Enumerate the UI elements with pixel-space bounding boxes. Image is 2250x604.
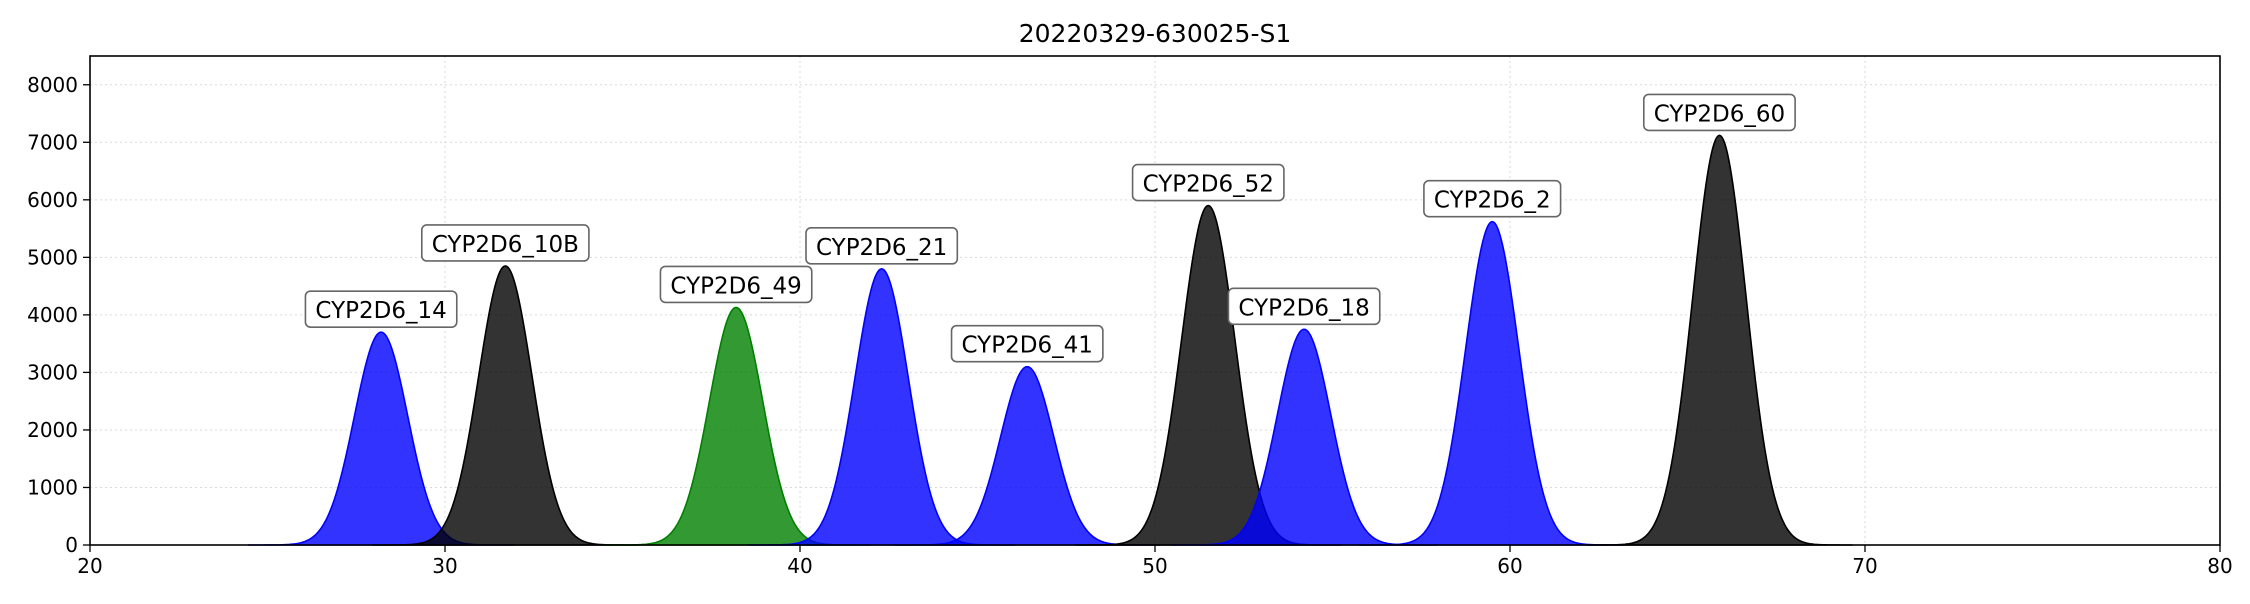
peak-label-box [659,265,813,304]
peak-label-box [1423,179,1562,218]
y-tick-label: 3000 [27,360,78,384]
peak-label: CYP2D6_10B [420,224,590,262]
y-tick-label: 2000 [27,418,78,442]
x-tick-label: 50 [1142,554,1167,578]
y-tick-label: 6000 [27,188,78,212]
y-tick-label: 4000 [27,303,78,327]
peak-label-box [1131,163,1285,202]
peak-cyp2d6-2 [1359,220,1626,546]
peak-label-box [1227,287,1381,326]
peak-label-box [420,224,590,262]
peak-label: CYP2D6_41 [950,324,1104,363]
y-tick-label: 8000 [27,73,78,97]
peak-label: CYP2D6_60 [1642,93,1796,132]
x-tick-label: 80 [2207,554,2232,578]
peak-label-text: CYP2D6_10B [432,232,579,258]
y-tick-label: 5000 [27,245,78,269]
peak-label-box [805,227,959,265]
y-tick-label: 0 [65,533,78,557]
peak-label-text: CYP2D6_49 [670,273,801,299]
peak-labels-layer: CYP2D6_14 CYP2D6_10B CYP2D6_49 CYP2D6_21 CYP… [304,93,1796,363]
peak-cyp2d6-60 [1586,134,1853,546]
peak-label-text: CYP2D6_14 [315,298,446,324]
x-tick-label: 20 [77,554,102,578]
peak-label-box [950,324,1104,363]
peak-label-text: CYP2D6_52 [1143,172,1274,198]
peak-label-box [1642,93,1796,132]
peak-label-text: CYP2D6_60 [1654,101,1785,127]
peak-label: CYP2D6_14 [304,290,458,328]
peak-cyp2d6-21 [748,268,1015,546]
axes-layer: 20 30 40 50 60 70 80 0 1000 2000 3000 4000 5000 6000 7… [27,73,2233,578]
peak-cyp2d6-10b [372,265,639,546]
peak-label: CYP2D6_18 [1227,287,1381,326]
x-tick-label: 70 [1852,554,1877,578]
peak-label: CYP2D6_49 [659,265,813,304]
peak-label: CYP2D6_21 [805,227,959,265]
y-tick-label: 7000 [27,130,78,154]
peak-label-text: CYP2D6_21 [816,235,947,261]
peak-label-text: CYP2D6_2 [1434,188,1551,214]
x-tick-label: 60 [1497,554,1522,578]
y-tick-label: 1000 [27,475,78,499]
x-tick-label: 40 [787,554,812,578]
peak-label-box [304,290,458,328]
peak-label-text: CYP2D6_18 [1238,295,1369,321]
peak-label: CYP2D6_2 [1423,179,1562,218]
peak-label: CYP2D6_52 [1131,163,1285,202]
x-tick-label: 30 [432,554,457,578]
peak-label-text: CYP2D6_41 [962,333,1093,359]
chart-title: 20220329-630025-S1 [1019,19,1292,48]
